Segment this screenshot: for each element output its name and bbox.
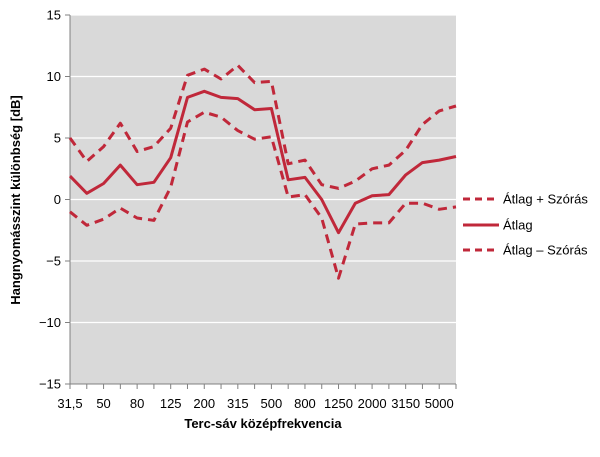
x-tick-label: 200: [193, 396, 215, 411]
legend-label: Átlag + Szórás: [503, 192, 588, 207]
x-tick-label: 50: [96, 396, 110, 411]
legend-label: Átlag: [503, 218, 533, 233]
series-lines: [68, 63, 457, 280]
series-line: [68, 89, 457, 235]
x-tick-label: 315: [227, 396, 249, 411]
legend-label: Átlag – Szórás: [503, 243, 588, 258]
x-tick-label: 125: [160, 396, 182, 411]
x-tick-label: 500: [261, 396, 283, 411]
y-tick-label: 0: [54, 192, 61, 207]
series-line: [69, 110, 457, 280]
y-axis-title: Hangnyomásszint különbség [dB]: [8, 95, 23, 304]
y-tick-label: 5: [54, 131, 61, 146]
x-tick-label: 80: [130, 396, 144, 411]
y-tick-label: 15: [47, 8, 61, 23]
x-tick-label: 3150: [391, 396, 420, 411]
tick-marks: [65, 14, 457, 389]
series-line: [68, 63, 457, 190]
x-tick-label: 5000: [425, 396, 454, 411]
x-tick-label: 1250: [324, 396, 353, 411]
y-tick-label: −5: [46, 254, 61, 269]
x-tick-label: 31,5: [57, 396, 82, 411]
y-tick-label: 10: [47, 69, 61, 84]
x-axis-title: Terc-sáv középfrekvencia: [184, 416, 342, 431]
y-tick-labels: 15 10 5 0 −5 −10 −15: [39, 8, 61, 392]
x-tick-label: 800: [294, 396, 316, 411]
x-tick-label: 2000: [358, 396, 387, 411]
x-tick-labels: 31,5 50 80 125 200 315 500 800 1250 2000 3150 5000: [57, 396, 453, 411]
legend: Átlag + Szórás Átlag Átlag – Szórás: [463, 192, 588, 258]
y-tick-label: −10: [39, 315, 61, 330]
y-tick-label: −15: [39, 377, 61, 392]
